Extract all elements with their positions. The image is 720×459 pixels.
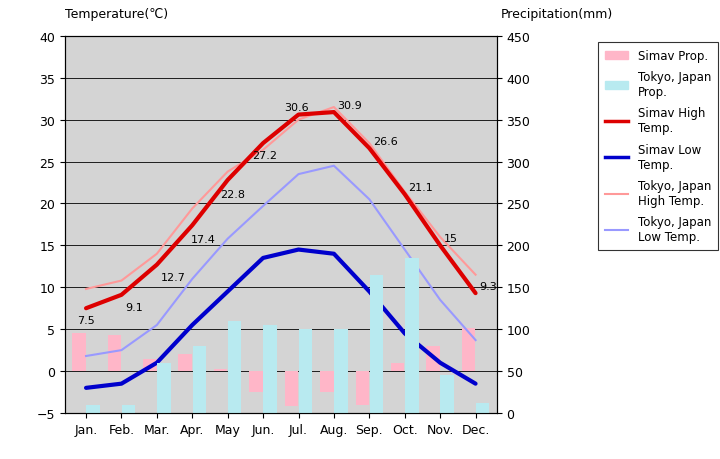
- Text: 21.1: 21.1: [408, 183, 433, 193]
- Bar: [476, 403, 490, 413]
- Bar: [369, 275, 383, 413]
- Bar: [426, 346, 440, 371]
- Bar: [405, 258, 418, 413]
- Bar: [299, 330, 312, 413]
- Text: 12.7: 12.7: [161, 272, 185, 282]
- Text: 30.6: 30.6: [284, 103, 309, 113]
- Text: 9.1: 9.1: [125, 302, 143, 312]
- Bar: [228, 321, 241, 413]
- Legend: Simav Prop., Tokyo, Japan
Prop., Simav High
Temp., Simav Low
Temp., Tokyo, Japan: Simav Prop., Tokyo, Japan Prop., Simav H…: [598, 43, 719, 251]
- Bar: [72, 334, 86, 371]
- Bar: [214, 369, 228, 371]
- Text: 17.4: 17.4: [191, 235, 215, 245]
- Text: 30.9: 30.9: [338, 101, 362, 111]
- Bar: [157, 363, 171, 413]
- Bar: [356, 371, 369, 405]
- Bar: [391, 363, 405, 371]
- Text: 7.5: 7.5: [77, 316, 95, 325]
- Bar: [193, 346, 206, 413]
- Bar: [320, 371, 333, 392]
- Bar: [441, 375, 454, 413]
- Bar: [249, 371, 263, 392]
- Bar: [122, 405, 135, 413]
- Text: 27.2: 27.2: [253, 151, 277, 161]
- Text: Precipitation(mm): Precipitation(mm): [500, 8, 613, 21]
- Text: 9.3: 9.3: [479, 281, 497, 291]
- Bar: [108, 336, 121, 371]
- Bar: [462, 328, 475, 371]
- Bar: [179, 354, 192, 371]
- Text: 26.6: 26.6: [373, 137, 397, 146]
- Bar: [143, 359, 156, 371]
- Bar: [284, 371, 298, 406]
- Text: 22.8: 22.8: [220, 189, 246, 199]
- Text: Temperature(℃): Temperature(℃): [65, 8, 168, 21]
- Bar: [264, 325, 277, 413]
- Bar: [334, 330, 348, 413]
- Bar: [86, 405, 100, 413]
- Text: 15: 15: [444, 234, 458, 244]
